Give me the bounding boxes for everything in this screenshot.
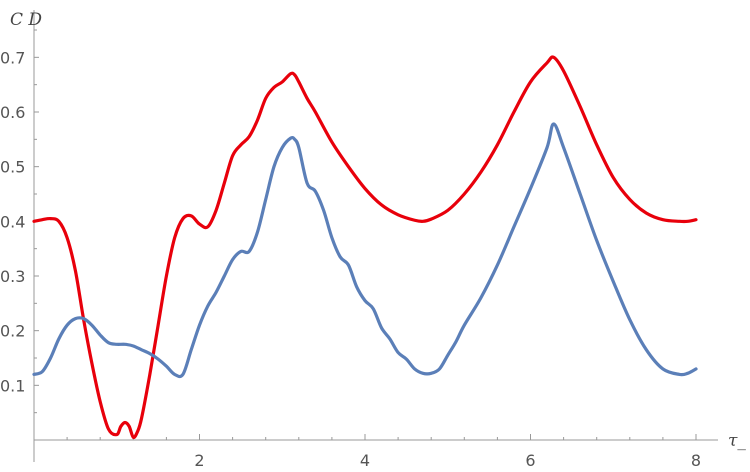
y-axis: C D [10, 10, 42, 462]
y-axis-label: C D [10, 10, 42, 30]
y-tick-label: 0.4 [0, 212, 25, 231]
x-tick-label: 4 [360, 451, 370, 470]
y-tick-label: 0.7 [0, 48, 25, 67]
x-ticks: 2 4 6 8 [66, 434, 701, 470]
series-group [32, 55, 698, 439]
series-line-2 [32, 122, 698, 379]
x-tick-label: 2 [194, 451, 204, 470]
series-line-1 [32, 55, 698, 439]
x-tick-label: 8 [691, 451, 701, 470]
y-tick-label: 0.2 [0, 322, 25, 341]
y-tick-label: 0.6 [0, 103, 25, 122]
y-ticks: 0.1 0.2 0.3 0.4 0.5 0.6 0.7 [0, 29, 39, 414]
y-tick-label: 0.5 [0, 158, 25, 177]
x-tick-label: 6 [525, 451, 535, 470]
x-axis-label: τ_ [728, 431, 746, 451]
x-axis: τ_ [34, 431, 746, 451]
y-tick-label: 0.1 [0, 376, 25, 395]
y-tick-label: 0.3 [0, 267, 25, 286]
